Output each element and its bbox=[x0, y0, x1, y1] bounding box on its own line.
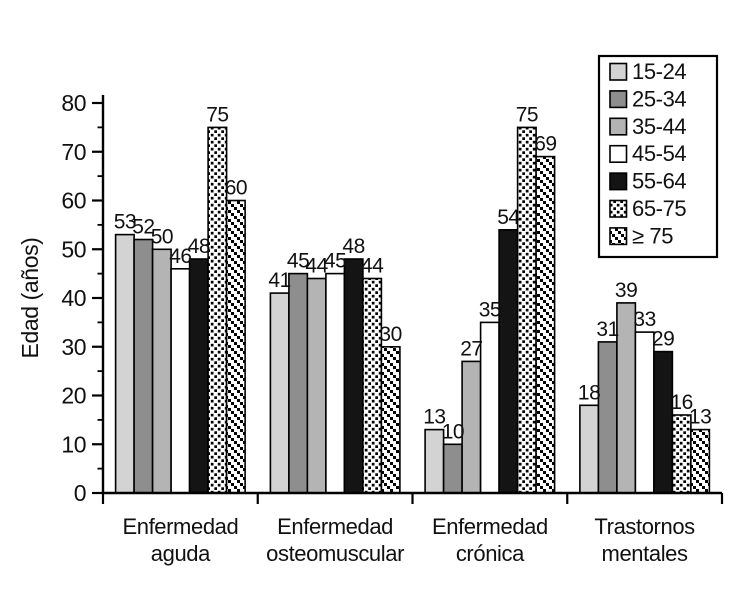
y-axis-title: Edad (años) bbox=[17, 238, 43, 359]
y-tick-label: 20 bbox=[61, 383, 86, 409]
bar bbox=[325, 272, 346, 494]
bar bbox=[269, 292, 290, 494]
legend-label: 65-75 bbox=[632, 196, 686, 221]
bar-value-label: 27 bbox=[460, 337, 482, 360]
axes-layer: 01020304050607080EnfermedadagudaEnfermed… bbox=[61, 90, 724, 566]
y-tick-label: 60 bbox=[61, 188, 86, 214]
bar-value-label: 16 bbox=[670, 391, 692, 414]
bar-value-label: 53 bbox=[114, 211, 136, 234]
bar bbox=[114, 233, 135, 494]
legend-label: 45-54 bbox=[632, 141, 686, 166]
bar-value-label: 33 bbox=[633, 308, 655, 331]
bar-value-label: 54 bbox=[497, 206, 520, 229]
legend-label: 35-44 bbox=[632, 114, 686, 139]
bar-value-labels: 53 41 13 18 52 45 10 31 50 44 27 39 46 45 35 33 48 48 54 29… bbox=[114, 103, 712, 443]
legend-label: 25-34 bbox=[632, 86, 686, 111]
legend-label: 15-24 bbox=[632, 59, 686, 84]
bar-value-label: 35 bbox=[479, 298, 501, 321]
bar-value-label: 18 bbox=[578, 381, 600, 404]
bar-value-label: 13 bbox=[423, 406, 445, 429]
category-label: mentales bbox=[602, 541, 688, 566]
bar-value-label: 31 bbox=[596, 318, 618, 341]
y-tick-label: 10 bbox=[61, 431, 86, 457]
bar bbox=[653, 350, 674, 494]
bar-value-label: 60 bbox=[225, 177, 247, 200]
y-tick-label: 80 bbox=[61, 90, 86, 116]
bar bbox=[306, 277, 327, 494]
bar-value-label: 44 bbox=[361, 255, 384, 278]
legend-label: ≥ 75 bbox=[632, 223, 673, 248]
bar bbox=[579, 404, 600, 494]
bar bbox=[188, 258, 209, 494]
bar-value-label: 45 bbox=[324, 250, 346, 273]
bar-value-label: 44 bbox=[305, 255, 328, 278]
category-label: Enfermedad bbox=[432, 514, 548, 539]
bars-layer bbox=[114, 126, 711, 494]
category-label: Enfermedad bbox=[277, 514, 393, 539]
bar bbox=[616, 302, 637, 494]
bar-value-label: 48 bbox=[342, 235, 364, 258]
legend-swatch bbox=[609, 144, 628, 163]
bar bbox=[343, 258, 364, 494]
bar bbox=[362, 277, 383, 494]
bar bbox=[461, 360, 482, 494]
bar bbox=[170, 267, 191, 494]
bar-value-label: 39 bbox=[615, 279, 637, 302]
bar bbox=[597, 341, 618, 494]
bar-value-label: 69 bbox=[534, 133, 556, 156]
bar bbox=[380, 345, 401, 494]
bar bbox=[535, 155, 556, 494]
bar bbox=[225, 199, 246, 494]
bar bbox=[516, 126, 537, 494]
bar-value-label: 29 bbox=[652, 328, 674, 351]
legend-swatch bbox=[609, 227, 628, 246]
bar-value-label: 10 bbox=[442, 420, 464, 443]
category-label: Enfermedad bbox=[122, 514, 238, 539]
bar-value-label: 75 bbox=[516, 103, 538, 126]
bar-value-label: 30 bbox=[379, 323, 401, 346]
bar bbox=[288, 272, 309, 494]
legend-swatch bbox=[609, 172, 628, 191]
bar-value-label: 50 bbox=[151, 225, 173, 248]
y-tick-label: 40 bbox=[61, 285, 86, 311]
y-tick-label: 50 bbox=[61, 236, 86, 262]
bar-value-label: 48 bbox=[188, 235, 210, 258]
category-label: aguda bbox=[151, 541, 211, 566]
bar-value-label: 13 bbox=[689, 406, 711, 429]
legend-swatch bbox=[609, 62, 628, 81]
category-label: osteomuscular bbox=[266, 541, 404, 566]
bar-value-label: 45 bbox=[287, 250, 309, 273]
bar-value-label: 46 bbox=[169, 245, 191, 268]
category-label: Trastornos bbox=[594, 514, 695, 539]
bar bbox=[133, 238, 154, 494]
legend-swatch bbox=[609, 199, 628, 218]
legend-swatch bbox=[609, 117, 628, 136]
category-label: crónica bbox=[456, 541, 525, 566]
bar-value-label: 52 bbox=[132, 216, 154, 239]
bar bbox=[498, 229, 519, 494]
bar bbox=[442, 443, 463, 494]
bar bbox=[634, 331, 655, 494]
bar-value-label: 41 bbox=[268, 269, 290, 292]
y-tick-label: 70 bbox=[61, 139, 86, 165]
legend-label: 55-64 bbox=[632, 169, 686, 194]
bar bbox=[479, 321, 500, 494]
y-tick-label: 0 bbox=[74, 480, 86, 506]
bar bbox=[690, 428, 711, 494]
y-tick-label: 30 bbox=[61, 334, 86, 360]
bar-value-label: 75 bbox=[206, 103, 228, 126]
bar bbox=[151, 248, 172, 494]
legend-swatch bbox=[609, 90, 628, 109]
